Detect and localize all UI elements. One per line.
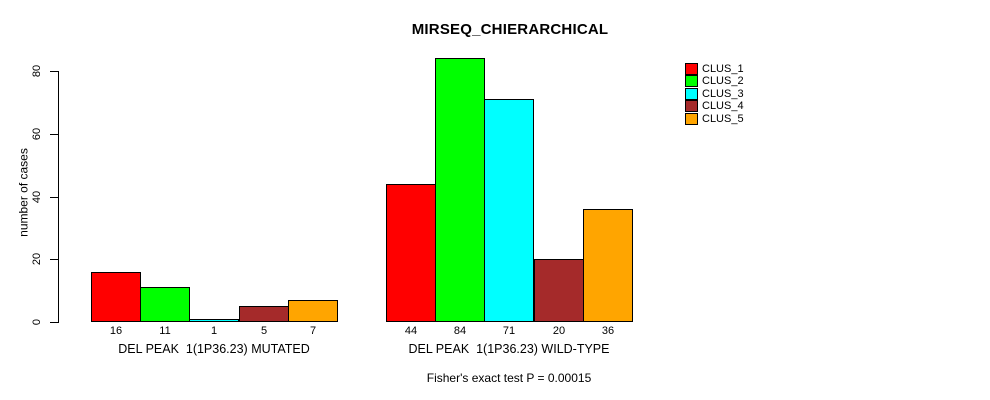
bar-clus-5-group0 <box>288 300 338 322</box>
legend-label-clus-3: CLUS_3 <box>702 87 744 100</box>
bar-value-label: 16 <box>109 325 123 337</box>
legend-label-clus-2: CLUS_2 <box>702 75 744 88</box>
chart-title: MIRSEQ_CHIERARCHICAL <box>411 21 609 38</box>
bar-value-label: 5 <box>260 325 268 337</box>
bar-clus-1-group1 <box>386 184 436 322</box>
y-axis-line <box>58 71 59 323</box>
bar-clus-4-group0 <box>239 306 289 322</box>
fisher-test-note: Fisher's exact test P = 0.00015 <box>426 371 592 385</box>
bar-value-label: 71 <box>502 325 516 337</box>
legend-swatch-clus-1 <box>685 63 698 75</box>
bar-value-label: 20 <box>552 325 566 337</box>
bar-clus-3-group1 <box>484 99 534 322</box>
bar-clus-4-group1 <box>534 259 584 322</box>
y-axis-tick-label: 40 <box>31 190 43 204</box>
bar-value-label: 11 <box>159 325 171 337</box>
y-axis-tick <box>50 197 58 198</box>
y-axis-label: number of cases <box>16 148 31 237</box>
y-axis-tick-label: 60 <box>31 127 43 141</box>
bar-value-label: 36 <box>601 325 615 337</box>
group-label-mutated: DEL PEAK 1(1P36.23) MUTATED <box>118 342 310 356</box>
y-axis-tick-label: 0 <box>31 318 43 326</box>
y-axis-tick-label: 80 <box>31 64 43 78</box>
bar-value-label: 44 <box>404 325 418 337</box>
y-axis-tick <box>50 134 58 135</box>
group-label-wild-type: DEL PEAK 1(1P36.23) WILD-TYPE <box>408 342 610 356</box>
legend-label-clus-5: CLUS_5 <box>702 112 744 125</box>
legend-label-clus-4: CLUS_4 <box>702 100 744 113</box>
legend-label-clus-1: CLUS_1 <box>702 63 744 75</box>
legend-swatch-clus-5 <box>685 112 698 125</box>
legend-swatch-clus-3 <box>685 87 698 100</box>
bar-value-label: 84 <box>453 325 467 337</box>
bar-value-label: 1 <box>210 325 218 337</box>
legend-swatch-clus-4 <box>685 100 698 113</box>
y-axis-tick <box>50 71 58 72</box>
bar-clus-2-group1 <box>435 58 485 322</box>
y-axis-tick-label: 20 <box>31 252 43 266</box>
legend-swatch-clus-2 <box>685 75 698 88</box>
bar-clus-5-group1 <box>583 209 633 322</box>
bar-clus-1-group0 <box>91 272 141 322</box>
bar-value-label: 7 <box>309 325 317 337</box>
y-axis-tick <box>50 322 58 323</box>
bar-clus-2-group0 <box>140 287 190 322</box>
bar-clus-3-group0 <box>189 319 239 322</box>
y-axis-tick <box>50 259 58 260</box>
